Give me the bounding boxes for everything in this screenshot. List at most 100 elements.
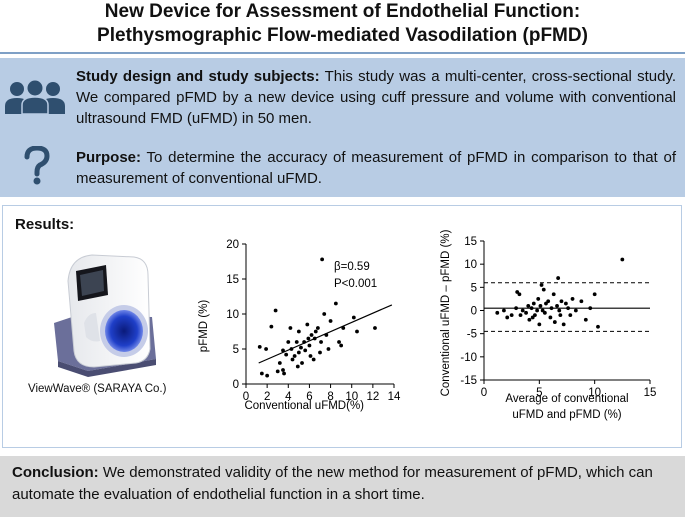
chart1-data-point — [264, 347, 268, 351]
correlation-chart: Conventional uFMD(%) pFMD (%) β=0.59 P<0… — [198, 239, 401, 412]
chart1-data-point — [284, 352, 289, 357]
chart1-y-tick-label: 0 — [233, 379, 239, 391]
chart1-data-point — [306, 336, 311, 341]
title-line-2: Plethysmographic Flow-mediated Vasodilat… — [97, 25, 588, 46]
chart1-p-value-annotation: P<0.001 — [334, 278, 377, 290]
chart1-y-axis-label: pFMD (%) — [198, 300, 210, 353]
chart1-data-point — [322, 312, 327, 316]
chart2-data-point — [573, 308, 578, 313]
chart1-data-point — [273, 308, 278, 313]
chart1-data-point — [259, 371, 264, 376]
chart1-data-point — [292, 354, 297, 358]
chart2-data-point — [592, 292, 597, 297]
chart1-data-point — [312, 336, 317, 341]
chart1-data-point — [355, 329, 359, 334]
results-heading: Results: — [15, 216, 75, 233]
chart1-data-point — [311, 357, 316, 362]
chart2-data-point — [509, 313, 514, 318]
question-mark-icon — [24, 146, 50, 185]
conclusion-heading: Conclusion: — [12, 464, 99, 481]
chart1-x-tick-label: 4 — [285, 391, 292, 403]
chart2-x-tick-label: 15 — [644, 387, 657, 399]
chart2-y-tick-label: -15 — [460, 375, 477, 387]
title-divider — [0, 52, 685, 54]
chart1-x-axis-label: Conventional uFMD(%) — [244, 400, 364, 412]
chart2-y-tick-label: 0 — [471, 306, 477, 318]
chart1-x-tick-label: 2 — [264, 391, 270, 403]
chart2-data-point — [546, 299, 551, 304]
purpose-body: To determine the accuracy of measurement… — [76, 149, 676, 187]
chart1-x-tick-label: 6 — [306, 391, 312, 403]
chart1-x-tick-label: 10 — [345, 391, 358, 403]
chart2-data-point — [530, 315, 535, 320]
chart1-y-tick-label: 15 — [226, 274, 239, 286]
chart2-x-tick-label: 0 — [481, 387, 487, 399]
chart2-y-tick-label: 10 — [464, 259, 477, 271]
title-line-1: New Device for Assessment of Endothelial… — [104, 1, 581, 22]
chart1-data-point — [307, 343, 312, 348]
chart2-data-point — [556, 276, 561, 280]
study-design-body: This study was a multi-center, cross-sec… — [76, 68, 677, 127]
conclusion-text: Conclusion: We demonstrated validity of … — [12, 462, 680, 506]
chart2-data-point — [526, 303, 531, 308]
chart2-data-point — [536, 297, 541, 301]
purpose-text: Purpose: To determine the accuracy of me… — [76, 147, 676, 189]
chart1-x-tick-label: 8 — [327, 391, 333, 403]
conclusion-section: Conclusion: We demonstrated validity of … — [0, 456, 685, 517]
chart1-data-point — [313, 329, 318, 334]
chart1-data-point — [281, 348, 285, 353]
chart1-data-point — [265, 373, 270, 378]
chart2-data-point — [524, 310, 528, 315]
chart2-data-point — [514, 306, 518, 311]
chart1-data-point — [302, 340, 307, 344]
chart1-data-point — [309, 333, 314, 337]
chart1-beta-annotation: β=0.59 — [334, 261, 370, 273]
chart2-data-point — [558, 313, 563, 318]
chart1-data-point — [295, 364, 300, 369]
poster-title: New Device for Assessment of Endothelial… — [0, 0, 685, 48]
chart2-data-point — [529, 306, 534, 311]
chart1-data-point — [351, 315, 356, 320]
chart1-data-point — [320, 257, 325, 262]
chart1-data-point — [294, 340, 299, 344]
conclusion-body: We demonstrated validity of the new meth… — [12, 464, 653, 503]
chart2-data-point — [539, 283, 544, 287]
chart1-y-tick-label: 5 — [233, 344, 239, 356]
chart1-x-tick-label: 0 — [243, 391, 249, 403]
chart1-data-point — [333, 301, 338, 306]
chart2-data-point — [552, 320, 557, 324]
chart2-data-point — [555, 303, 559, 308]
chart2-data-point — [527, 317, 532, 322]
chart2-data-point — [538, 303, 543, 308]
chart2-y-axis-label: Conventional uFMD – pFMD (%) — [440, 229, 452, 396]
chart1-data-point — [326, 347, 331, 351]
chart2-data-point — [518, 313, 523, 318]
chart2-data-point — [563, 301, 568, 306]
chart1-data-point — [289, 347, 294, 351]
chart2-data-point — [517, 292, 522, 297]
chart1-data-point — [305, 322, 310, 327]
chart1-data-point — [315, 326, 320, 330]
study-design-text: Study design and study subjects: This st… — [76, 66, 676, 129]
chart1-data-point — [337, 340, 341, 344]
chart2-data-point — [502, 308, 506, 313]
device-caption: ViewWave® (SARAYA Co.) — [28, 383, 167, 395]
chart1-data-point — [288, 326, 293, 330]
chart1-data-point — [341, 326, 346, 330]
chart2-data-point — [620, 257, 625, 262]
chart2-y-tick-label: -10 — [460, 352, 477, 364]
chart1-data-point — [308, 354, 313, 358]
chart1-data-point — [286, 340, 291, 344]
chart2-data-point — [531, 301, 536, 306]
chart1-data-point — [319, 340, 323, 344]
chart2-x-axis-label-line-2: uFMD and pFMD (%) — [512, 409, 621, 421]
chart2-data-point — [559, 299, 564, 304]
chart1-data-point — [296, 350, 301, 355]
chart1-data-point — [299, 345, 303, 350]
chart2-y-tick-label: -5 — [467, 329, 477, 341]
chart1-data-point — [318, 350, 322, 355]
chart1-data-point — [269, 324, 274, 329]
chart1-y-tick-label: 10 — [226, 309, 239, 321]
chart1-data-point — [281, 368, 285, 372]
chart2-x-axis-label-line-1: Average of conventional — [505, 393, 628, 405]
